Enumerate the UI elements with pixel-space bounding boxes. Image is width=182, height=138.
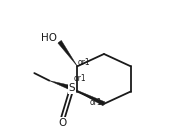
- Polygon shape: [58, 40, 77, 66]
- Text: or1: or1: [73, 74, 86, 83]
- Text: or1: or1: [78, 58, 91, 67]
- Text: O: O: [59, 118, 67, 128]
- Polygon shape: [49, 81, 73, 90]
- Text: or1: or1: [90, 98, 102, 107]
- Polygon shape: [72, 88, 105, 106]
- Text: S: S: [69, 83, 75, 93]
- Text: HO: HO: [41, 33, 57, 43]
